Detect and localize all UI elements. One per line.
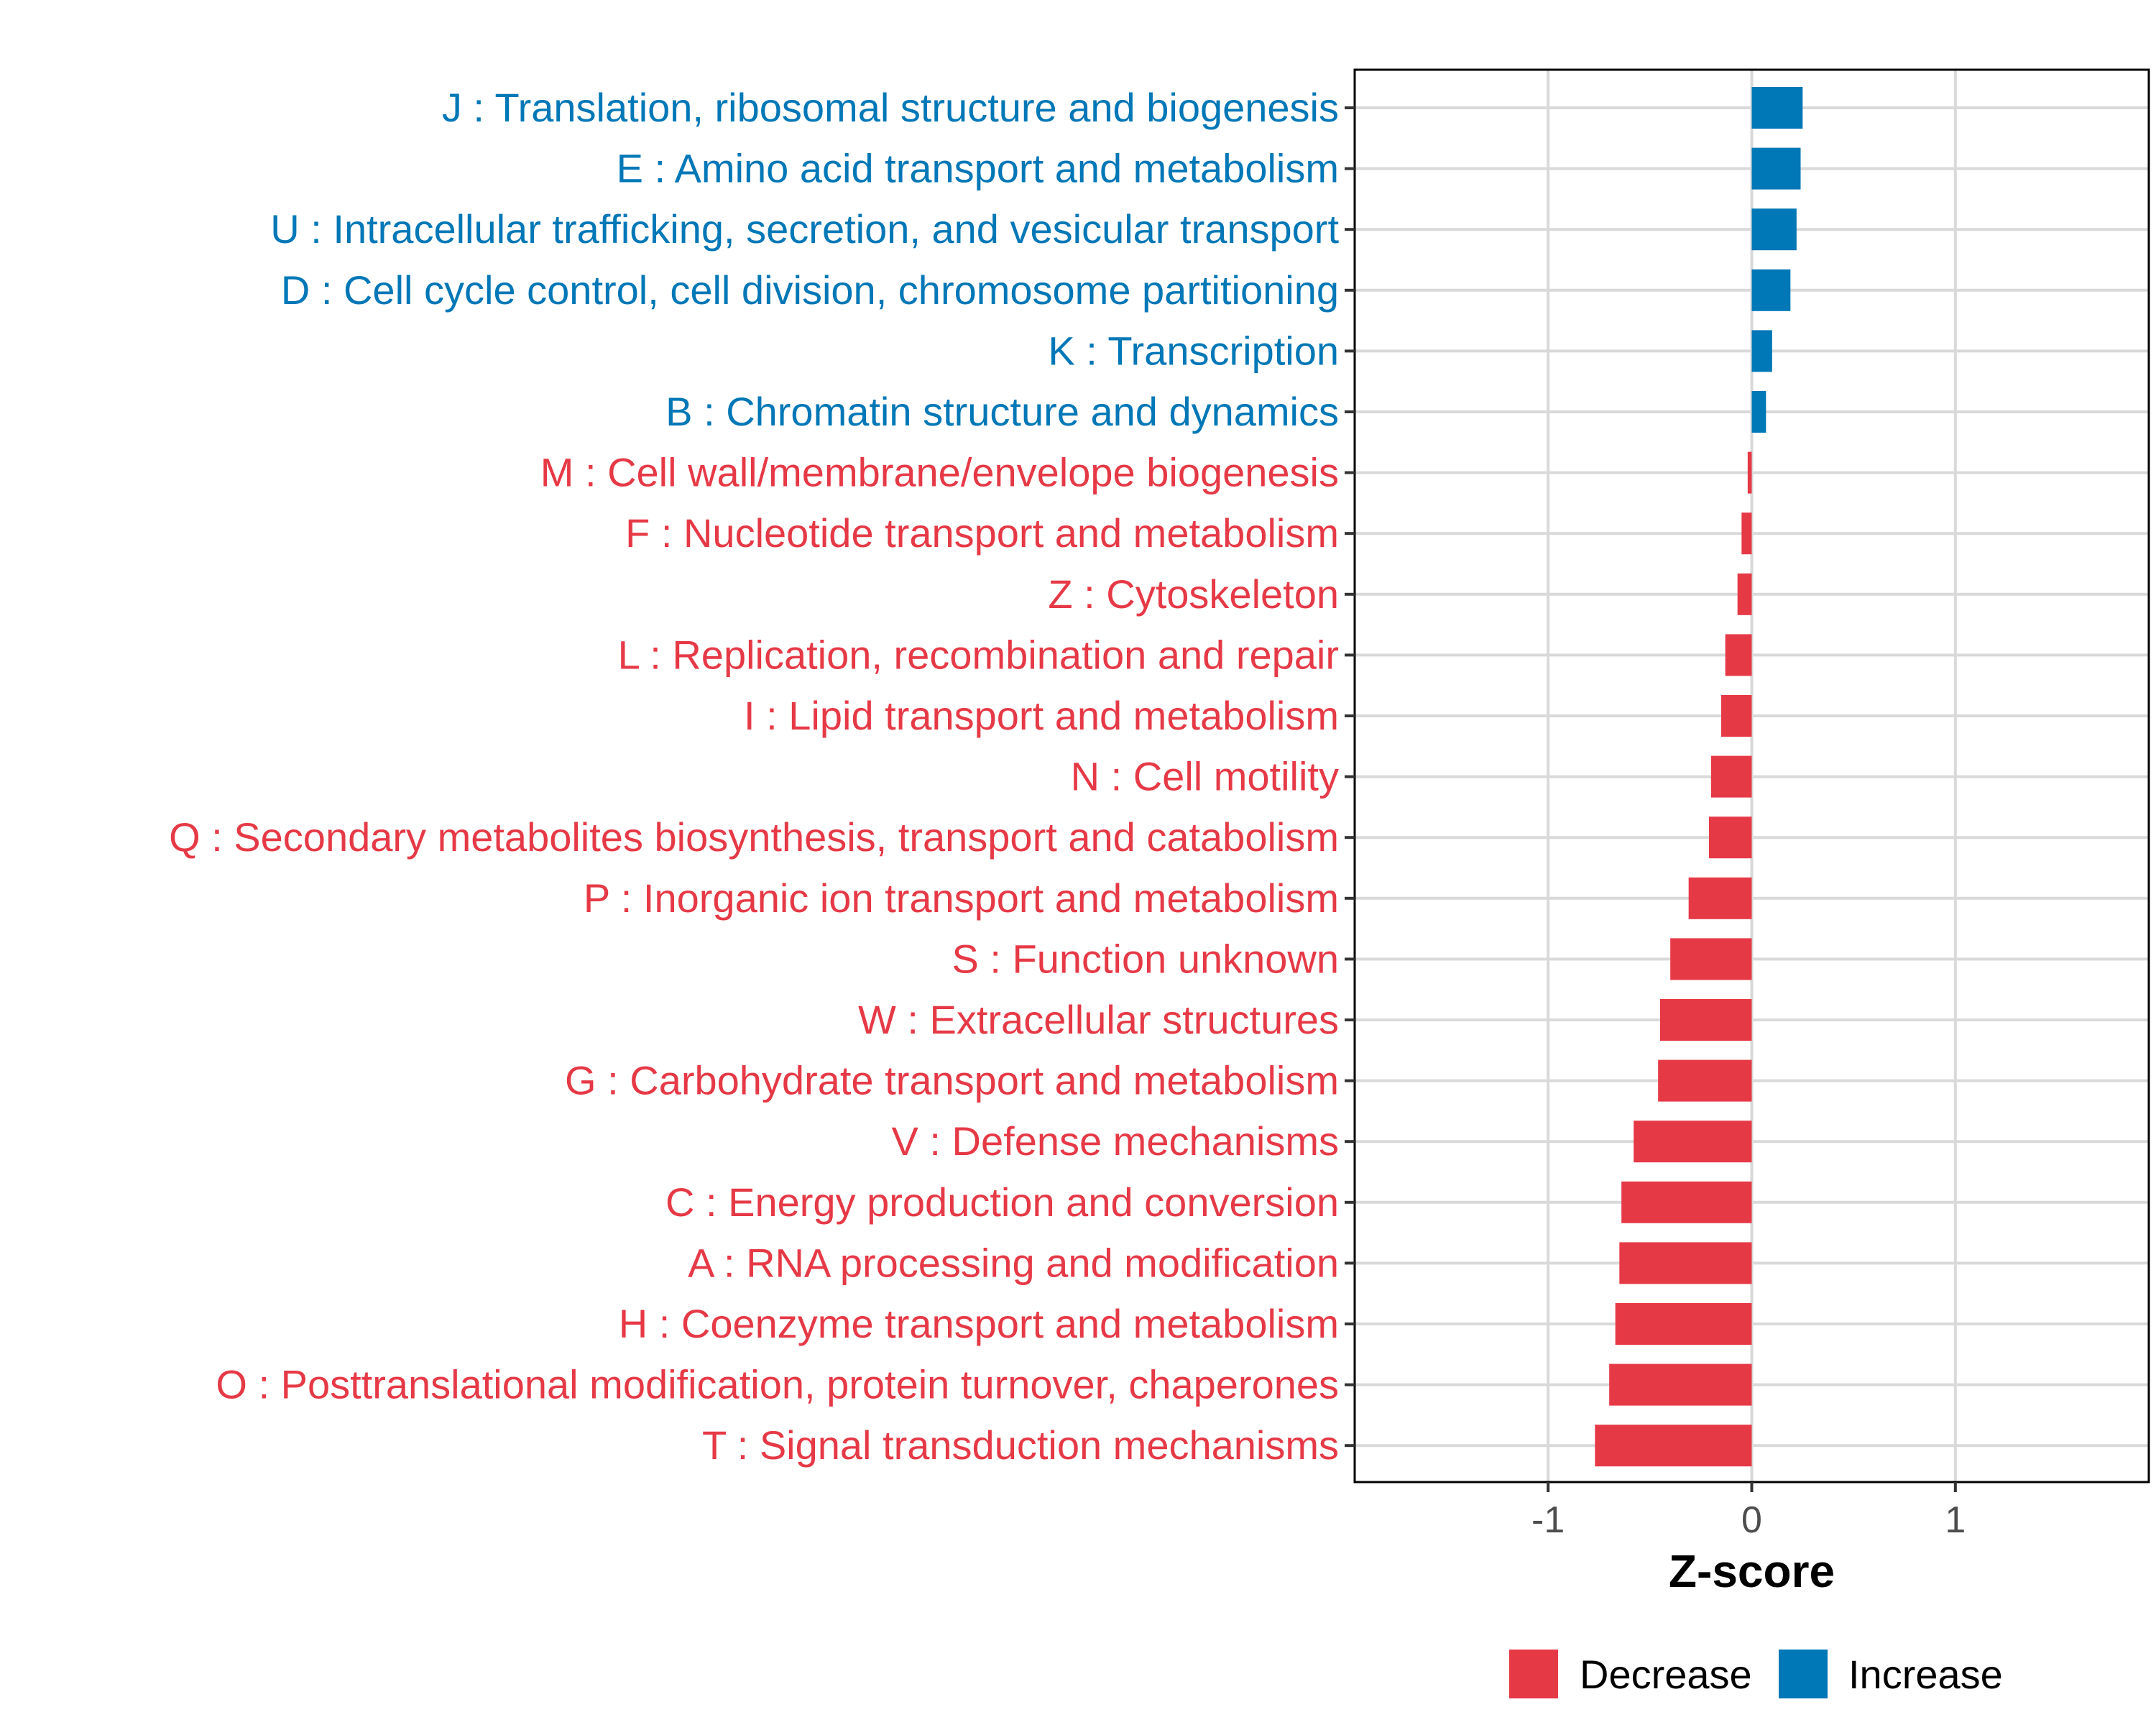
bar: [1670, 938, 1752, 980]
category-label: B : Chromatin structure and dynamics: [665, 389, 1339, 434]
bar: [1709, 816, 1752, 859]
bar: [1747, 451, 1752, 494]
bars: [1595, 87, 1803, 1467]
bar: [1751, 147, 1801, 190]
category-label: S : Function unknown: [952, 936, 1339, 981]
bar: [1621, 1181, 1752, 1223]
bar: [1725, 634, 1752, 676]
category-label: Q : Secondary metabolites biosynthesis, …: [169, 814, 1339, 860]
category-label: O : Posttranslational modification, prot…: [216, 1362, 1339, 1407]
bar: [1751, 391, 1766, 433]
category-label: V : Defense mechanisms: [892, 1118, 1339, 1164]
category-label: I : Lipid transport and metabolism: [744, 693, 1339, 738]
bar: [1721, 695, 1752, 737]
category-labels: J : Translation, ribosomal structure and…: [169, 85, 1339, 1468]
legend-swatch-increase: [1779, 1650, 1828, 1698]
bar: [1658, 1059, 1752, 1102]
bar: [1710, 755, 1752, 798]
category-label: A : RNA processing and modification: [688, 1240, 1339, 1285]
legend-label-decrease: Decrease: [1580, 1652, 1752, 1697]
x-tick-label: 1: [1945, 1499, 1966, 1541]
category-label: W : Extracellular structures: [858, 997, 1339, 1042]
bar: [1634, 1121, 1752, 1163]
category-label: F : Nucleotide transport and metabolism: [625, 510, 1339, 556]
bar: [1751, 330, 1772, 372]
y-axis-ticks: [1345, 106, 1355, 1448]
bar: [1751, 208, 1797, 251]
category-label: M : Cell wall/membrane/envelope biogenes…: [540, 450, 1339, 495]
bar: [1741, 512, 1752, 555]
category-label: P : Inorganic ion transport and metaboli…: [584, 875, 1339, 921]
bar: [1751, 87, 1803, 129]
category-label: J : Translation, ribosomal structure and…: [442, 85, 1339, 130]
legend-label-increase: Increase: [1848, 1652, 2003, 1697]
category-label: Z : Cytoskeleton: [1048, 571, 1339, 617]
category-label: E : Amino acid transport and metabolism: [617, 146, 1339, 191]
bar: [1688, 877, 1752, 919]
category-label: C : Energy production and conversion: [665, 1179, 1339, 1225]
x-tick-label: 0: [1741, 1499, 1762, 1541]
category-label: L : Replication, recombination and repai…: [618, 632, 1339, 677]
x-axis-ticks: -1 0 1: [1531, 1482, 1966, 1541]
category-label: N : Cell motility: [1071, 754, 1339, 799]
x-tick-label: -1: [1531, 1499, 1565, 1541]
category-label: G : Carbohydrate transport and metabolis…: [565, 1058, 1339, 1103]
bar: [1615, 1303, 1752, 1345]
bar: [1751, 269, 1791, 311]
legend: Decrease Increase: [1509, 1650, 2003, 1698]
category-label: T : Signal transduction mechanisms: [702, 1422, 1339, 1468]
category-label: K : Transcription: [1048, 328, 1339, 373]
bar: [1619, 1242, 1752, 1284]
bar: [1660, 999, 1752, 1041]
category-label: U : Intracellular trafficking, secretion…: [270, 206, 1339, 252]
category-label: D : Cell cycle control, cell division, c…: [281, 267, 1339, 313]
bar: [1737, 573, 1752, 615]
x-axis-title: Z-score: [1669, 1545, 1835, 1597]
legend-swatch-decrease: [1509, 1650, 1558, 1698]
bar: [1595, 1425, 1752, 1467]
bar: [1609, 1363, 1752, 1406]
category-label: H : Coenzyme transport and metabolism: [619, 1301, 1339, 1346]
